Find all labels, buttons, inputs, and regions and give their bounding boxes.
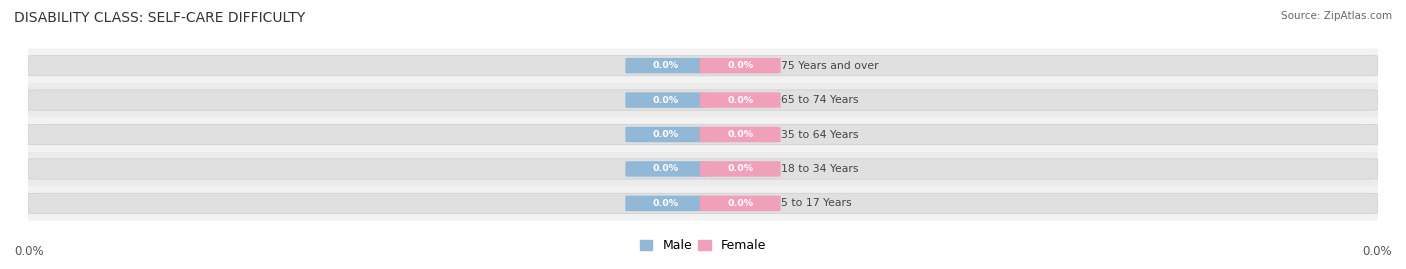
FancyBboxPatch shape bbox=[626, 92, 706, 108]
FancyBboxPatch shape bbox=[700, 127, 780, 142]
Text: 65 to 74 Years: 65 to 74 Years bbox=[780, 95, 858, 105]
FancyBboxPatch shape bbox=[28, 193, 1378, 214]
Text: 0.0%: 0.0% bbox=[652, 95, 679, 105]
FancyBboxPatch shape bbox=[626, 58, 706, 73]
FancyBboxPatch shape bbox=[21, 83, 1385, 117]
FancyBboxPatch shape bbox=[28, 90, 1378, 110]
Text: 0.0%: 0.0% bbox=[652, 199, 679, 208]
FancyBboxPatch shape bbox=[700, 196, 780, 211]
FancyBboxPatch shape bbox=[700, 58, 780, 73]
Text: 0.0%: 0.0% bbox=[727, 95, 754, 105]
Text: 0.0%: 0.0% bbox=[727, 199, 754, 208]
Text: 0.0%: 0.0% bbox=[1362, 245, 1392, 258]
FancyBboxPatch shape bbox=[21, 186, 1385, 221]
Legend: Male, Female: Male, Female bbox=[640, 239, 766, 252]
Text: 0.0%: 0.0% bbox=[652, 130, 679, 139]
Text: 5 to 17 Years: 5 to 17 Years bbox=[780, 198, 851, 208]
FancyBboxPatch shape bbox=[626, 161, 706, 177]
FancyBboxPatch shape bbox=[28, 124, 1378, 145]
FancyBboxPatch shape bbox=[21, 152, 1385, 186]
Text: 0.0%: 0.0% bbox=[14, 245, 44, 258]
FancyBboxPatch shape bbox=[28, 159, 1378, 179]
FancyBboxPatch shape bbox=[700, 92, 780, 108]
Text: Source: ZipAtlas.com: Source: ZipAtlas.com bbox=[1281, 11, 1392, 21]
Text: 0.0%: 0.0% bbox=[727, 130, 754, 139]
Text: 18 to 34 Years: 18 to 34 Years bbox=[780, 164, 858, 174]
FancyBboxPatch shape bbox=[28, 55, 1378, 76]
Text: 0.0%: 0.0% bbox=[727, 61, 754, 70]
Text: 0.0%: 0.0% bbox=[652, 61, 679, 70]
Text: 0.0%: 0.0% bbox=[727, 164, 754, 174]
FancyBboxPatch shape bbox=[626, 196, 706, 211]
Text: DISABILITY CLASS: SELF-CARE DIFFICULTY: DISABILITY CLASS: SELF-CARE DIFFICULTY bbox=[14, 11, 305, 25]
Text: 35 to 64 Years: 35 to 64 Years bbox=[780, 129, 858, 140]
Text: 0.0%: 0.0% bbox=[652, 164, 679, 174]
Text: 75 Years and over: 75 Years and over bbox=[780, 61, 879, 71]
FancyBboxPatch shape bbox=[626, 127, 706, 142]
FancyBboxPatch shape bbox=[21, 117, 1385, 152]
FancyBboxPatch shape bbox=[700, 161, 780, 177]
FancyBboxPatch shape bbox=[21, 48, 1385, 83]
